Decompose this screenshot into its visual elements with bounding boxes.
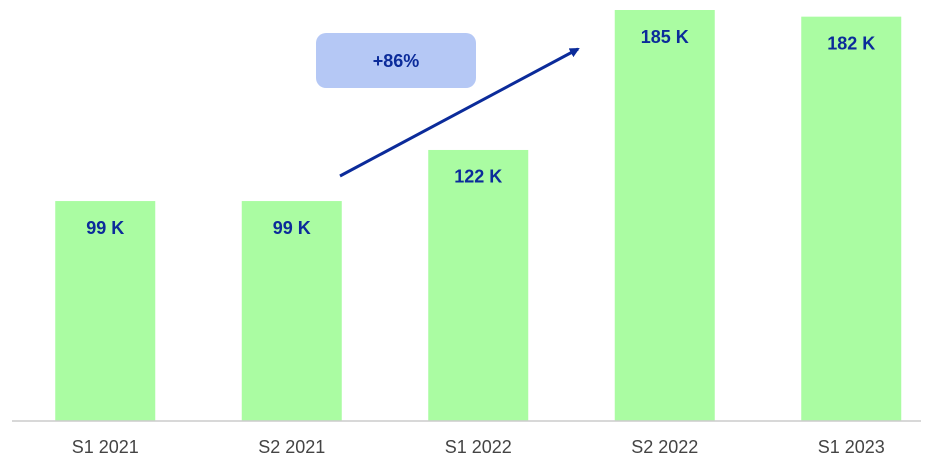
x-tick-label: S2 2022 [631,437,698,457]
bar [614,10,715,421]
annotation-box [316,33,476,88]
value-label: 99 K [86,218,124,238]
x-tick-label: S2 2021 [258,437,325,457]
bar [55,201,156,421]
annotation: +86% [373,51,420,71]
bar [241,201,342,421]
x-tick-label: S1 2023 [818,437,885,457]
bar [428,149,529,421]
x-tick-label: S1 2022 [445,437,512,457]
value-label: 122 K [454,167,502,187]
bar [801,16,902,422]
growth-arrow [339,47,580,178]
value-label: 185 K [641,27,689,47]
value-label: 182 K [827,33,875,53]
value-label: 99 K [273,218,311,238]
x-tick-label: S1 2021 [72,437,139,457]
bars [55,10,902,422]
